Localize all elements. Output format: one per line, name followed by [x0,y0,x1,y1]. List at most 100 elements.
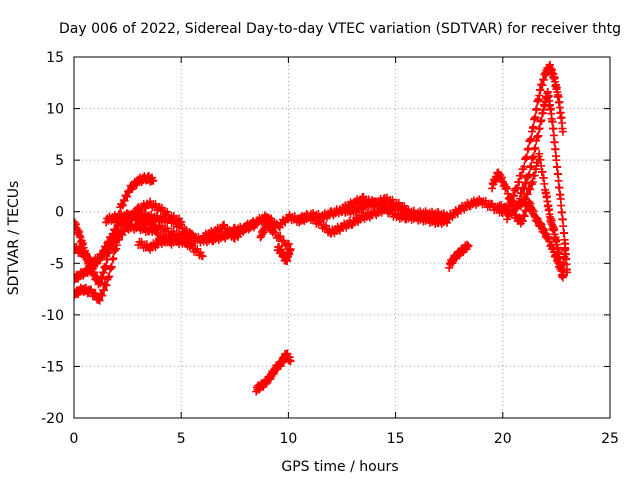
data-point [108,255,117,264]
data-point [82,250,91,259]
y-axis-title: SDTVAR / TECUs [6,181,22,296]
data-point [74,277,78,286]
data-point [527,127,536,136]
data-point [102,281,111,290]
x-tick-label: 20 [494,431,512,447]
data-point [532,104,541,113]
data-point [283,240,292,249]
series-track-i [256,218,295,266]
axis-layer: 0 5 10 15 20 25 -20 -15 -10 -5 0 5 10 15 [41,50,619,447]
data-point [525,170,534,179]
data-point [272,233,281,242]
series-track-k [252,349,295,396]
data-point [497,173,506,182]
data-point [279,236,288,245]
data-point [149,176,158,185]
data-point [98,291,107,300]
data-point [506,198,515,207]
data-point [464,241,473,250]
series-track-f [134,231,196,254]
data-point [527,134,536,143]
data-point [526,163,535,172]
y-tick-label: -10 [41,308,64,324]
data-point [104,273,113,282]
data-point [102,244,111,253]
data-point [256,233,265,242]
data-point [560,243,569,252]
x-axis-title: GPS time / hours [281,459,398,475]
data-point [507,197,516,206]
data-point [101,243,110,252]
data-point [505,193,514,202]
data-point [286,245,295,254]
y-tick-label: 15 [46,50,64,66]
grid-layer [74,57,610,418]
data-point [548,243,557,252]
data-point [537,116,546,125]
chart-title: Day 006 of 2022, Sidereal Day-to-day VTE… [59,21,621,37]
data-point [106,263,115,272]
data-point [531,113,540,122]
data-point [286,357,295,366]
data-point [534,131,543,140]
data-point [517,171,526,180]
plot-frame [73,56,611,419]
data-point [558,127,567,136]
data-point [530,145,539,154]
series-track-j [445,240,473,272]
data-point [503,184,512,193]
data-point [112,244,121,253]
data-point [523,145,532,154]
x-tick-label: 15 [387,431,405,447]
y-tick-label: -20 [41,411,64,427]
data-point [531,143,540,152]
series-track-h [338,192,411,217]
y-tick-label: 0 [55,205,64,221]
data-point [220,220,229,229]
data-point [526,185,535,194]
data-point [120,196,129,205]
data-point [527,162,536,171]
data-point [74,292,78,301]
data-point [107,262,116,271]
data-point [281,241,290,250]
data-point [274,232,283,241]
data-point [80,249,89,258]
data-point [198,252,207,261]
y-tick-label: 5 [55,153,64,169]
data-point [443,218,452,227]
data-point [182,225,191,234]
data-point [105,272,114,281]
data-point [508,202,517,211]
data-point [187,239,196,248]
data-point [153,226,162,235]
series-track-spike-d [488,168,569,281]
data-point [509,206,518,215]
data-point [123,192,132,201]
data-point [98,251,107,260]
x-tick-label: 0 [70,431,79,447]
x-tick-label: 25 [601,431,619,447]
data-point [509,192,518,201]
data-point [402,205,411,214]
data-point [112,227,121,236]
data-point [177,220,186,229]
x-tick-label: 10 [279,431,297,447]
series-track-main [198,195,507,244]
data-point [267,214,276,223]
data-point [544,233,553,242]
data-point [277,237,286,246]
series-track-g [295,202,454,238]
series-track-b [74,197,186,305]
data-point [112,237,121,246]
data-point [100,286,109,295]
data-point [445,214,454,223]
data-point [532,136,541,145]
data-point [118,201,127,210]
data-point [502,182,511,191]
y-tick-label: 10 [46,102,64,118]
data-point [523,190,532,199]
data-layer [74,60,572,396]
y-tick-label: -15 [41,359,64,375]
